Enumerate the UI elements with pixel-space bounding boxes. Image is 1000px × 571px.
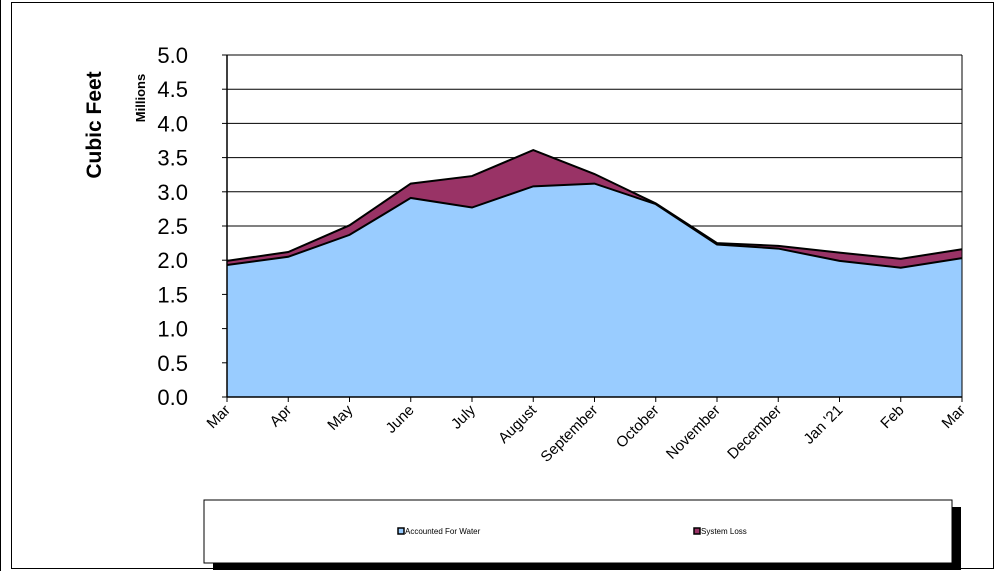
y-axis-unit-label: Millions <box>133 74 148 122</box>
x-tick-label: August <box>495 401 541 447</box>
area-accounted-for-water <box>227 183 962 397</box>
y-tick-label: 5.0 <box>157 43 188 68</box>
x-tick-label: Feb <box>877 402 907 432</box>
y-tick-label: 0.0 <box>157 385 188 410</box>
axes <box>222 54 963 402</box>
area-series <box>226 148 963 397</box>
legend-swatch <box>397 527 405 535</box>
x-tick-label: July <box>448 401 479 432</box>
legend-swatch <box>693 527 701 535</box>
y-tick-label: 2.0 <box>157 248 188 273</box>
x-tick-label: Jan '21 <box>800 402 846 448</box>
y-tick-label: 4.0 <box>157 111 188 136</box>
legend-box <box>203 499 953 564</box>
x-tick-label: Mar <box>204 402 234 432</box>
y-tick-label: 1.5 <box>157 282 188 307</box>
series-line <box>226 148 963 262</box>
left-edge-rule <box>0 0 1 571</box>
x-tick-label: December <box>724 402 785 463</box>
y-tick-label: 0.5 <box>157 351 188 376</box>
legend: Accounted For Water System Loss <box>203 499 961 570</box>
x-tick-label: May <box>324 401 356 433</box>
y-tick-label: 3.5 <box>157 146 188 171</box>
y-tick-label: 3.0 <box>157 180 188 205</box>
y-tick-label: 2.5 <box>157 214 188 239</box>
x-tick-label: Apr <box>267 402 296 431</box>
x-tick-label: June <box>383 402 418 437</box>
y-tick-label: 4.5 <box>157 77 188 102</box>
y-axis-label: Cubic Feet <box>83 71 106 178</box>
series-line <box>226 182 963 269</box>
x-tick-label: November <box>663 402 724 463</box>
x-tick-label: Mar <box>939 402 969 432</box>
y-tick-labels: 0.0 0.5 1.0 1.5 2.0 2.5 3.0 3.5 4.0 4.5 5.0 <box>157 43 188 410</box>
y-tick-label: 1.0 <box>157 317 188 342</box>
x-tick-label: September <box>537 402 601 466</box>
legend-label: Accounted For Water <box>405 527 481 536</box>
x-tick-label: October <box>613 402 663 452</box>
legend-label: System Loss <box>701 527 747 536</box>
